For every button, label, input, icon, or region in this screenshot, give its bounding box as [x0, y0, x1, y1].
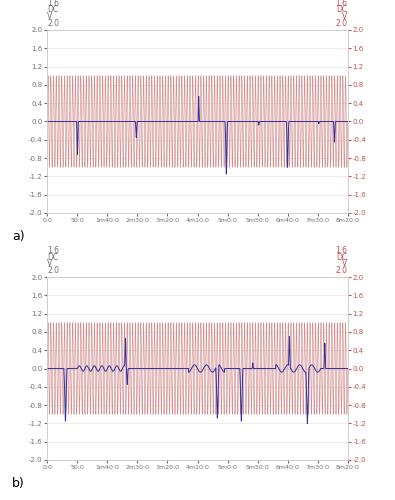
Text: a): a) — [12, 230, 24, 243]
Text: DC: DC — [337, 6, 348, 15]
Text: DC: DC — [47, 6, 58, 15]
Text: b): b) — [12, 478, 24, 490]
Text: DC: DC — [337, 252, 348, 262]
Text: 2.0: 2.0 — [336, 266, 348, 274]
Text: 1.6: 1.6 — [47, 0, 59, 8]
Text: 2.0: 2.0 — [47, 18, 59, 28]
Text: V: V — [47, 259, 53, 268]
Text: 1.6: 1.6 — [336, 246, 348, 255]
Text: V: V — [342, 12, 348, 21]
Text: 2.0: 2.0 — [47, 266, 59, 274]
Text: DC: DC — [47, 252, 58, 262]
Text: 2.0: 2.0 — [336, 18, 348, 28]
Text: 1.6: 1.6 — [47, 246, 59, 255]
Text: 1.6: 1.6 — [336, 0, 348, 8]
Text: V: V — [47, 12, 53, 21]
Text: V: V — [342, 259, 348, 268]
